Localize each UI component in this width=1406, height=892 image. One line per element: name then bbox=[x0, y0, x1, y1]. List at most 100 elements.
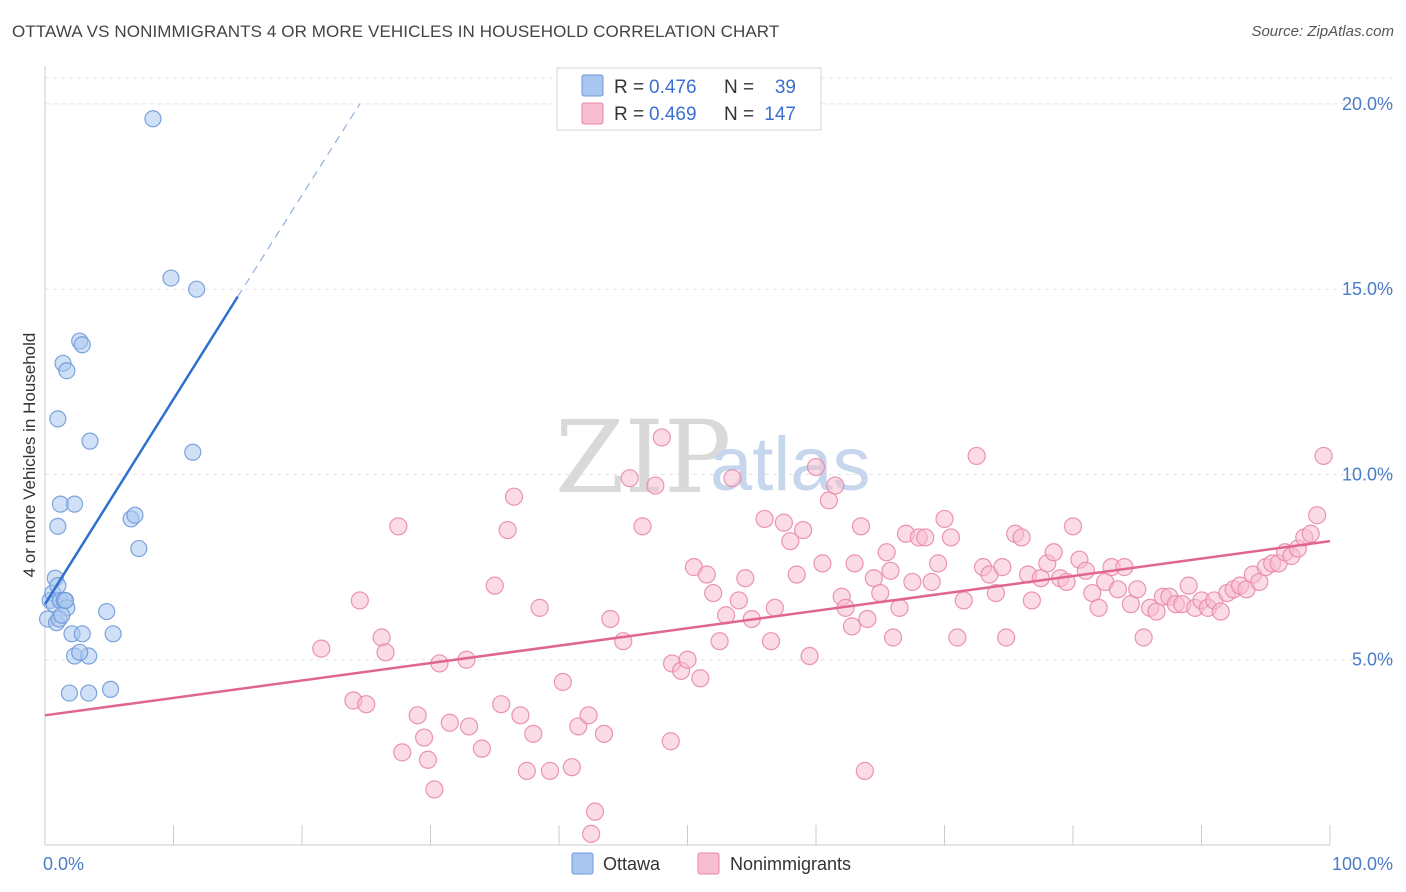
point-nonimmigrants-30 bbox=[582, 824, 601, 843]
point-nonimmigrants-4 bbox=[372, 628, 391, 647]
point-nonimmigrants-31 bbox=[594, 724, 614, 743]
point-nonimmigrants-123 bbox=[1211, 602, 1230, 621]
point-nonimmigrants-58 bbox=[800, 646, 819, 666]
point-nonimmigrants-9 bbox=[414, 728, 434, 747]
series-legend: Ottawa Nonimmigrants bbox=[571, 852, 851, 875]
trend-line-ottawa bbox=[43, 295, 239, 605]
point-nonimmigrants-54 bbox=[774, 513, 793, 532]
bottom-legend-swatch-nonimmigrants bbox=[697, 852, 720, 875]
point-ottawa-17 bbox=[98, 602, 116, 621]
point-nonimmigrants-57 bbox=[794, 520, 813, 540]
point-nonimmigrants-92 bbox=[1012, 528, 1031, 547]
point-nonimmigrants-90 bbox=[997, 628, 1016, 647]
chart-source: Source: ZipAtlas.com bbox=[1251, 23, 1394, 40]
point-nonimmigrants-28 bbox=[579, 706, 598, 725]
y-tick-labels: 5.0% 10.0% 15.0% 20.0% bbox=[1342, 94, 1393, 670]
point-nonimmigrants-55 bbox=[781, 532, 800, 551]
point-nonimmigrants-138 bbox=[1308, 506, 1327, 525]
point-ottawa-32 bbox=[162, 269, 180, 287]
point-nonimmigrants-14 bbox=[459, 717, 479, 736]
point-nonimmigrants-44 bbox=[704, 583, 723, 603]
series-ottawa-points bbox=[38, 110, 206, 702]
point-ottawa-11 bbox=[53, 606, 71, 624]
point-ottawa-16 bbox=[71, 643, 89, 661]
y-axis-title: 4 or more Vehicles in Household bbox=[20, 333, 39, 578]
point-ottawa-38 bbox=[56, 591, 75, 610]
point-nonimmigrants-142 bbox=[855, 761, 874, 780]
point-nonimmigrants-73 bbox=[883, 628, 903, 647]
trend-extension-ottawa bbox=[237, 103, 361, 297]
trend-lines bbox=[43, 103, 1331, 717]
stats-legend: R = 0.476 N = 39 R = 0.469 N = 147 bbox=[556, 67, 822, 131]
point-ottawa-35 bbox=[60, 684, 79, 702]
point-nonimmigrants-43 bbox=[691, 669, 710, 688]
bottom-legend-label-ottawa: Ottawa bbox=[603, 854, 661, 874]
point-nonimmigrants-2 bbox=[350, 591, 369, 610]
legend-n-value-ottawa: 39 bbox=[775, 77, 796, 98]
point-ottawa-25 bbox=[49, 410, 67, 428]
chart-title: OTTAWA VS NONIMMIGRANTS 4 OR MORE VEHICL… bbox=[12, 22, 780, 41]
point-nonimmigrants-25 bbox=[553, 672, 572, 692]
bottom-legend-swatch-ottawa bbox=[571, 852, 594, 875]
point-nonimmigrants-111 bbox=[1134, 628, 1153, 647]
point-ottawa-34 bbox=[144, 110, 162, 128]
point-nonimmigrants-49 bbox=[736, 569, 755, 588]
legend-r-label-ottawa: R = bbox=[614, 77, 644, 98]
point-nonimmigrants-88 bbox=[986, 583, 1006, 603]
point-nonimmigrants-67 bbox=[851, 517, 871, 536]
point-nonimmigrants-84 bbox=[954, 591, 973, 610]
point-ottawa-24 bbox=[65, 495, 84, 513]
point-ottawa-18 bbox=[104, 625, 122, 643]
point-nonimmigrants-19 bbox=[504, 487, 524, 506]
point-ottawa-22 bbox=[49, 517, 67, 535]
point-nonimmigrants-62 bbox=[826, 476, 845, 495]
legend-swatch-nonimmigrants bbox=[581, 102, 604, 125]
point-ottawa-27 bbox=[184, 443, 202, 461]
point-nonimmigrants-78 bbox=[916, 528, 935, 547]
point-nonimmigrants-89 bbox=[993, 558, 1012, 577]
legend-n-label-nonimmigrants: N = bbox=[724, 104, 754, 125]
point-nonimmigrants-38 bbox=[661, 732, 680, 751]
legend-r-value-nonimmigrants: 0.469 bbox=[649, 104, 697, 125]
point-nonimmigrants-8 bbox=[408, 706, 427, 725]
point-nonimmigrants-71 bbox=[877, 543, 896, 562]
point-nonimmigrants-10 bbox=[425, 780, 444, 799]
point-nonimmigrants-83 bbox=[948, 628, 967, 647]
point-nonimmigrants-24 bbox=[540, 761, 560, 780]
point-ottawa-33 bbox=[188, 280, 206, 298]
point-nonimmigrants-97 bbox=[1044, 543, 1063, 562]
y-tick-label-3: 20.0% bbox=[1342, 94, 1393, 114]
legend-r-value-ottawa: 0.476 bbox=[649, 77, 697, 98]
watermark-zip: ZIP bbox=[555, 399, 731, 516]
point-nonimmigrants-20 bbox=[511, 706, 530, 725]
point-nonimmigrants-59 bbox=[806, 457, 826, 477]
point-nonimmigrants-17 bbox=[492, 695, 511, 714]
point-ottawa-26 bbox=[81, 432, 99, 450]
point-nonimmigrants-16 bbox=[485, 576, 504, 595]
point-nonimmigrants-37 bbox=[652, 428, 671, 447]
point-nonimmigrants-12 bbox=[440, 713, 459, 732]
point-nonimmigrants-26 bbox=[562, 758, 581, 777]
x-tick-labels: 0.0% 100.0% bbox=[43, 854, 1393, 874]
point-nonimmigrants-139 bbox=[1314, 446, 1333, 466]
series-nonimmigrants-points bbox=[312, 428, 1333, 843]
point-nonimmigrants-82 bbox=[941, 528, 961, 547]
point-nonimmigrants-81 bbox=[935, 509, 954, 529]
point-nonimmigrants-53 bbox=[765, 598, 784, 617]
point-ottawa-20 bbox=[126, 506, 144, 524]
point-nonimmigrants-65 bbox=[842, 617, 862, 636]
point-nonimmigrants-80 bbox=[928, 554, 948, 573]
point-nonimmigrants-52 bbox=[761, 632, 781, 651]
point-nonimmigrants-51 bbox=[755, 509, 774, 529]
point-nonimmigrants-79 bbox=[922, 572, 941, 592]
point-ottawa-31 bbox=[73, 336, 91, 354]
x-tick-label-0: 0.0% bbox=[43, 854, 84, 874]
point-nonimmigrants-104 bbox=[1089, 598, 1108, 617]
point-nonimmigrants-23 bbox=[530, 598, 549, 617]
point-ottawa-36 bbox=[80, 684, 98, 702]
legend-n-label-ottawa: N = bbox=[724, 77, 754, 98]
legend-swatch-ottawa bbox=[581, 74, 604, 97]
point-nonimmigrants-29 bbox=[585, 802, 605, 821]
point-ottawa-13 bbox=[73, 625, 91, 643]
